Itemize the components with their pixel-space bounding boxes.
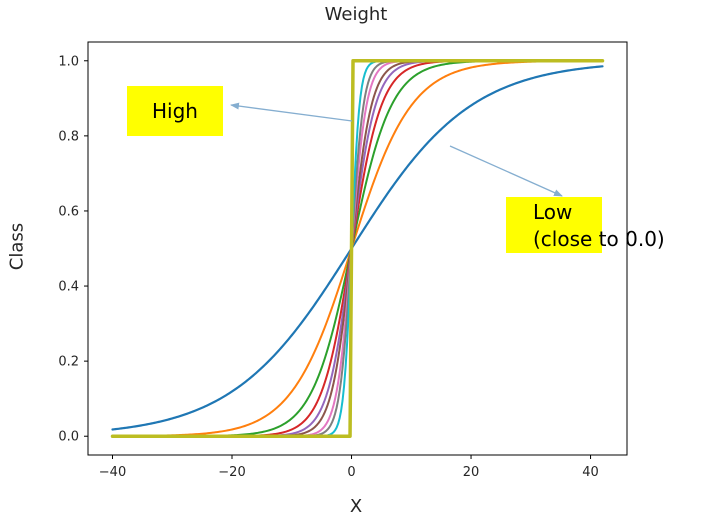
x-axis-label: X [349,496,363,517]
annotation-high-box: High [127,86,223,136]
y-tick-label: 1.0 [58,54,79,69]
y-tick-label: 0.8 [58,129,79,144]
annotation-high-text: High [152,98,198,123]
y-axis-label: Class [6,222,28,271]
chart-title: Weight [324,4,388,25]
x-tick-label: 0 [347,465,355,480]
annotation-low-subtext: (close to 0.0) [533,227,665,251]
y-tick-label: 0.0 [58,430,79,445]
x-tick-label: −20 [218,465,245,480]
annotation-low-box: Low (close to 0.0) [506,197,665,253]
x-tick-label: 40 [582,465,599,480]
annotation-arrow-low [449,145,563,197]
y-tick-label: 0.6 [58,204,79,219]
sigmoid-curve-weight=0.1 [111,65,604,431]
sigmoid-curve-weight=100 [110,59,605,438]
y-tick-label: 0.2 [58,355,79,370]
x-tick-label: 20 [463,465,480,480]
axes-frame [87,41,628,456]
annotation-low-text: Low [533,200,573,224]
x-tick-label: −40 [99,465,126,480]
y-tick-label: 0.4 [58,280,79,295]
annotation-arrow-high [230,102,353,122]
